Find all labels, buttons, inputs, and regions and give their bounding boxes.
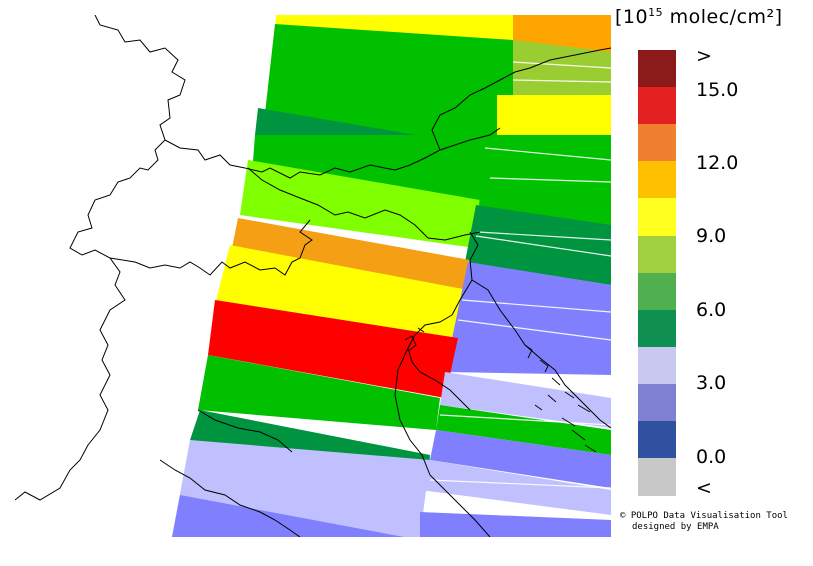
band-yellow-mid [215,245,468,340]
band-green-4 [198,355,440,430]
colorbar-swatch [638,161,676,199]
country-borders [15,15,611,537]
colorbar-swatch [638,383,676,422]
colorbar-tick-label: 12.0 [696,152,739,174]
colorbar-swatch [638,458,676,496]
band-light-blue-1 [440,372,611,428]
band-red [208,300,458,398]
colorbar-swatch [638,198,676,237]
colorbar-swatch [638,235,676,274]
band-yellow-right [497,95,611,140]
coastal-islands [404,327,597,453]
band-lime-1 [240,160,480,248]
colorbar-tick-label: 0.0 [696,446,727,468]
colorbar-tick-label: < [696,477,712,499]
colorbar-swatch [638,272,676,311]
colorbar-tick-label: 6.0 [696,299,727,321]
band-periwinkle-4 [420,512,611,537]
colorbar-swatch [638,421,676,459]
colorbar-tick-label: > [696,45,712,67]
colorbar-swatch [638,124,676,162]
band-orange-mid [232,218,470,290]
band-periwinkle-1 [445,262,611,375]
colorbar-swatch [638,309,676,348]
credit-line-2: designed by EMPA [632,522,719,532]
legend-unit: [1015 molec/cm²] [615,6,783,28]
colorbar-tick-label: 9.0 [696,225,727,247]
band-periwinkle-3 [172,495,420,537]
credit-line-1: © POLPO Data Visualisation Tool [620,511,788,521]
colorbar-swatch [638,50,676,88]
colorbar-swatch [638,346,676,385]
band-light-blue-3 [420,460,611,515]
colorbar-swatch [638,87,676,125]
swath-bands [172,15,611,537]
colorbar-tick-label: 3.0 [696,372,727,394]
colorbar-tick-label: 15.0 [696,79,739,101]
band-periwinkle-2 [430,430,611,488]
